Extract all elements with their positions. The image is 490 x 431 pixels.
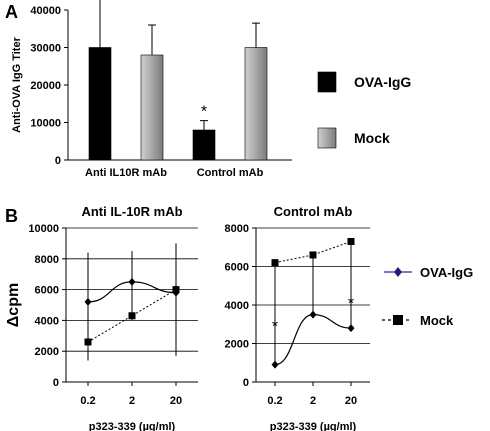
chart-title: Control mAb [274,204,353,219]
y-tick-label: 0 [53,377,59,389]
y-tick-label: 2000 [225,339,249,351]
series-line-mock [87,289,177,343]
point-ova-igg [309,310,317,319]
chart-title: Anti IL-10R mAb [81,204,182,219]
legend-label: OVA-IgG [354,74,411,90]
x-axis-label: p323-339 (µg/ml) [89,421,176,431]
y-axis-label: Anti-OVA IgG Titer [11,36,23,132]
significance-star: * [201,104,207,121]
point-mock [309,251,317,259]
x-tick-label: 0.2 [267,395,282,407]
y-tick-label: 10000 [28,223,59,235]
bar-ova-igg [192,129,216,161]
series-line-mock [274,241,352,264]
category-label: Control mAb [197,167,264,179]
category-label: Anti IL10R mAb [85,167,167,179]
bar-ova-igg [88,47,112,161]
legend-a: OVA-IgG Mock [317,71,411,149]
chart-b-left: 0 2000 4000 6000 8000 10000 0.2 2 20 Anti IL-10R … [5,204,198,431]
x-tick-label: 0.2 [80,395,95,407]
point-mock [172,286,180,294]
point-mock [84,338,92,346]
chart-b-right: 0 2000 4000 6000 8000 0.2 2 20 Control mAb p323-3… [225,204,370,431]
legend-b: OVA-IgG Mock [382,265,473,328]
x-tick-label: 2 [310,395,316,407]
x-tick-label: 20 [345,395,357,407]
bar-mock [140,54,164,161]
y-tick-label: 20000 [30,80,61,92]
y-tick-label: 40000 [30,5,61,17]
point-mock [128,312,136,320]
legend-label: Mock [420,313,454,328]
y-tick-label: 8000 [35,254,59,266]
chart-a: 0 10000 20000 30000 40000 Anti-OVA IgG Titer A… [11,0,292,179]
legend-swatch-mock [317,127,337,149]
point-ova-igg [84,297,92,306]
x-tick-label: 2 [129,395,135,407]
legend-marker-mock [393,315,403,325]
y-tick-label: 8000 [225,223,249,235]
y-tick-label: 4000 [225,300,249,312]
legend-marker-ova-igg [394,267,402,277]
y-tick-label: 6000 [35,285,59,297]
x-axis-label: p323-339 (µg/ml) [270,421,357,431]
legend-swatch-ova-igg [317,71,337,93]
bar-mock [244,47,268,161]
y-tick-label: 6000 [225,262,249,274]
y-tick-label: 4000 [35,315,59,327]
significance-star: * [348,296,354,313]
y-tick-label: 0 [55,155,61,167]
significance-star: * [272,319,278,336]
y-tick-label: 30000 [30,43,61,55]
y-axis-label: Δcpm [5,283,22,327]
panel-b-letter: B [5,206,18,226]
series-line-ova-igg [274,314,352,366]
panel-a-letter: A [5,2,18,22]
point-mock [271,259,279,267]
y-tick-label: 0 [243,377,249,389]
point-mock [347,237,355,245]
legend-label: Mock [354,130,390,146]
point-ova-igg [128,277,136,286]
x-tick-label: 20 [170,395,182,407]
y-tick-label: 2000 [35,346,59,358]
legend-label: OVA-IgG [420,265,473,280]
point-ova-igg [271,360,279,369]
y-tick-label: 10000 [30,118,61,130]
